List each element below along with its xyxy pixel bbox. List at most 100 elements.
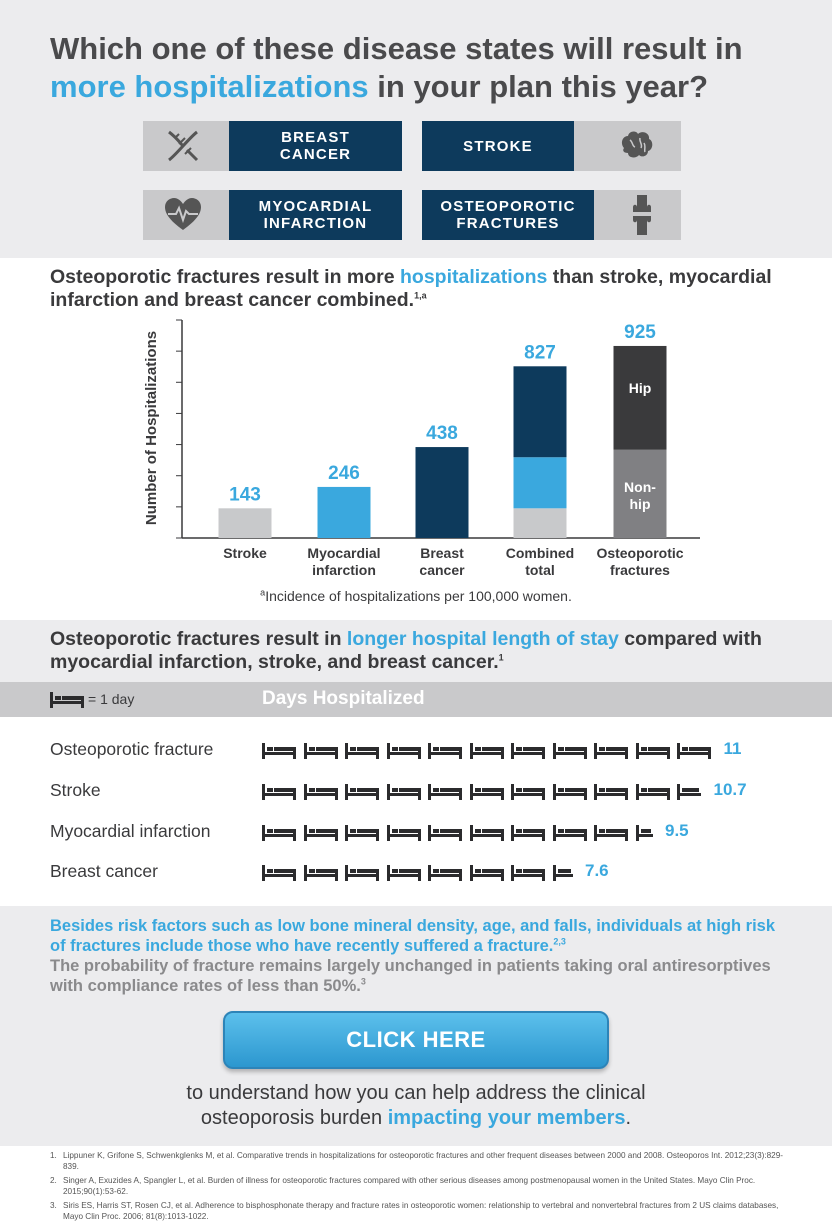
bed-icon <box>428 743 462 759</box>
hip-label: Hip <box>629 380 652 396</box>
row-label: Breast cancer <box>50 861 158 881</box>
bed-icon <box>428 865 462 881</box>
click-here-button[interactable]: CLICK HERE <box>223 1011 609 1069</box>
hospitalizations-section: Osteoporotic fractures result in more ho… <box>0 258 832 620</box>
bed-icon <box>386 865 421 881</box>
bed-icon <box>386 784 421 800</box>
bed-icon <box>428 825 462 841</box>
length-of-stay-heading: Osteoporotic fractures result in longer … <box>50 628 762 673</box>
partial-bed-icon <box>552 865 573 881</box>
bed-legend-text: = 1 day <box>88 691 135 707</box>
bed-icon <box>303 784 338 800</box>
days-row: Stroke 10.7 <box>0 776 832 806</box>
bed-icon <box>552 743 587 759</box>
reference-text: Siris ES, Harris ST, Rosen CJ, et al. Ad… <box>63 1201 779 1221</box>
bed-icon <box>677 743 711 759</box>
knee-joint-icon <box>633 195 651 235</box>
bed-icon <box>469 784 504 800</box>
risk-note: Besides risk factors such as low bone mi… <box>50 917 776 955</box>
bed-icon <box>345 784 379 800</box>
category-label: fractures <box>610 562 670 578</box>
references-list: 1. Lippuner K, Grifone S, Schwenkglenks M… <box>50 1150 790 1225</box>
bed-icon <box>428 784 462 800</box>
days-header-bar: = 1 day Days Hospitalized <box>0 682 832 717</box>
compliance-note: The probability of fracture remains larg… <box>50 957 771 995</box>
reference-item: 2. Singer A, Exuzides A, Spangler L, et a… <box>50 1175 790 1197</box>
bar-segment-hip <box>613 345 667 450</box>
risk-section: Besides risk factors such as low bone mi… <box>0 906 832 1146</box>
bed-icon <box>345 743 379 759</box>
bed-icon <box>511 865 545 881</box>
non-hip-label: hip <box>630 496 651 512</box>
row-value: 7.6 <box>585 861 609 880</box>
title-rest: in your plan this year? <box>368 69 709 104</box>
category-label: Breast <box>420 545 464 561</box>
stroke-label: STROKE <box>422 121 574 171</box>
category-label: cancer <box>419 562 465 578</box>
days-title: Days Hospitalized <box>262 688 425 709</box>
partial-bed-icon <box>635 825 653 841</box>
bed-icon <box>594 743 628 759</box>
bed-icon <box>345 825 379 841</box>
category-label: Osteoporotic <box>596 545 683 561</box>
partial-bed-icon <box>677 784 701 800</box>
bed-icon <box>511 825 545 841</box>
bed-icon <box>386 825 421 841</box>
value-label: 143 <box>229 484 261 505</box>
quiz-section: Which one of these disease states will r… <box>0 0 832 258</box>
days-row: Breast cancer 7.6 <box>0 857 832 887</box>
bar-segment-non-hip <box>613 449 667 538</box>
row-label: Osteoporotic fracture <box>50 739 214 759</box>
bed-icon <box>303 743 338 759</box>
reference-item: 3. Siris ES, Harris ST, Rosen CJ, et al. … <box>50 1200 790 1222</box>
title-highlight: more hospitalizations <box>50 69 369 104</box>
row-label: Stroke <box>50 780 101 800</box>
row-value: 10.7 <box>713 780 747 799</box>
dna-icon <box>168 130 199 162</box>
bed-icon <box>635 743 670 759</box>
length-of-stay-section: Osteoporotic fractures result in longer … <box>0 620 832 682</box>
value-label: 827 <box>524 342 556 363</box>
stroke-option[interactable]: STROKE <box>422 121 681 171</box>
bar-breast-cancer <box>415 447 469 538</box>
reference-number: 2. <box>50 1176 57 1185</box>
chart-footnote: aIncidence of hospitalizations per 100,0… <box>260 587 572 604</box>
bar-segment-breast-cancer <box>513 366 567 458</box>
bed-icon <box>386 743 421 759</box>
bar-stroke <box>218 508 272 538</box>
myocardial-infarction-option[interactable]: MYOCARDIAL INFARCTION <box>143 190 402 240</box>
bar-myocardial-infarction <box>317 486 371 538</box>
bed-icon <box>469 825 504 841</box>
osteoporotic-fractures-option[interactable]: OSTEOPOROTIC FRACTURES <box>422 190 681 240</box>
bed-icon <box>469 865 504 881</box>
bed-icons <box>262 743 719 759</box>
bed-icon <box>262 784 296 800</box>
bed-icons <box>262 784 709 800</box>
bed-icon <box>635 784 670 800</box>
osteoporotic-fractures-label: OSTEOPOROTIC FRACTURES <box>422 190 594 240</box>
category-label: infarction <box>312 562 376 578</box>
bed-icon <box>50 692 84 708</box>
bed-icon <box>303 825 338 841</box>
y-axis-label: Number of Hospitalizations <box>143 331 160 525</box>
bed-icon <box>552 825 587 841</box>
breast-cancer-option[interactable]: BREAST CANCER <box>143 121 402 171</box>
bed-icon <box>511 743 545 759</box>
category-label: total <box>525 562 555 578</box>
row-label: Myocardial infarction <box>50 821 211 841</box>
bar-segment-myocardial-infarction <box>513 457 567 509</box>
bed-icon <box>303 865 338 881</box>
breast-cancer-label: BREAST CANCER <box>229 121 402 171</box>
page-title: Which one of these disease states will r… <box>50 30 810 106</box>
value-label: 438 <box>426 423 458 444</box>
bed-icon <box>262 865 296 881</box>
reference-item: 1. Lippuner K, Grifone S, Schwenkglenks M… <box>50 1150 790 1172</box>
bed-icon <box>345 865 379 881</box>
brain-icon <box>621 131 653 158</box>
bed-icons <box>262 825 660 841</box>
row-value: 11 <box>723 739 742 758</box>
bed-icon <box>511 784 545 800</box>
reference-number: 1. <box>50 1151 57 1160</box>
category-label: Combined <box>506 545 574 561</box>
bed-icon <box>594 825 628 841</box>
